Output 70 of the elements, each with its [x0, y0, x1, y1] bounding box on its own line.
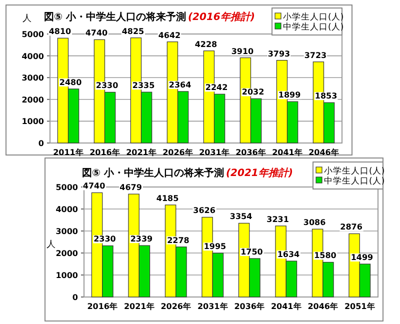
data-label: 2278: [167, 236, 190, 245]
data-label: 2335: [132, 81, 156, 90]
x-tick-label: 2021年: [124, 302, 154, 311]
data-label: 3910: [231, 46, 254, 56]
x-tick-label: 2046年: [308, 302, 338, 311]
legend-label: 中学生人口(人): [324, 176, 385, 186]
y-tick-label: 4000: [22, 52, 44, 61]
x-tick-label: 2046年: [308, 148, 339, 157]
data-label: 2032: [242, 88, 264, 97]
x-tick-label: 2031年: [197, 302, 228, 311]
y-axis-title: 人: [22, 13, 32, 24]
x-tick-label: 2026年: [160, 302, 192, 311]
data-label: 2480: [59, 78, 82, 87]
y-tick-label: 1000: [22, 117, 44, 126]
data-label: 4642: [158, 30, 181, 40]
data-label: 1580: [314, 251, 337, 260]
data-label: 1899: [278, 90, 302, 100]
data-label: 1499: [350, 253, 374, 262]
data-label: 2339: [130, 234, 154, 244]
data-label: 3231: [266, 214, 290, 224]
legend-label: 小学生人口(人): [324, 166, 385, 176]
data-label: 4740: [82, 182, 106, 191]
x-tick-label: 2036年: [234, 302, 265, 311]
data-label: 4740: [85, 28, 108, 38]
x-tick-label: 2036年: [236, 148, 266, 157]
y-tick-label: 2000: [56, 249, 78, 258]
x-tick-label: 2016年: [90, 148, 120, 157]
data-label: 3354: [230, 212, 253, 222]
y-tick-label: 3000: [22, 74, 44, 83]
x-tick-label: 2041年: [272, 148, 302, 157]
y-tick-label: 0: [38, 139, 44, 148]
data-label: 4185: [156, 194, 180, 203]
chart-title: 図⑤ 小・中学生人口の将来予測: [44, 11, 186, 23]
legend-label: 小学生人口(人): [283, 12, 344, 22]
data-label: 4228: [194, 40, 218, 49]
data-label: 1995: [204, 242, 227, 252]
x-tick-label: 2011年: [53, 148, 84, 157]
x-tick-label: 2031年: [199, 148, 230, 157]
data-label: 4679: [120, 183, 142, 192]
data-label: 1853: [314, 92, 338, 101]
chart-title: 図⑤ 小・中学生人口の将来予測: [82, 167, 224, 179]
data-label: 2242: [205, 83, 228, 92]
data-label: 2330: [96, 81, 119, 90]
legend-label: 中学生人口(人): [283, 22, 344, 32]
x-tick-label: 2051年: [344, 302, 375, 311]
data-label: 4825: [122, 26, 145, 36]
chart-subtitle: (2016年推計): [188, 11, 255, 23]
data-label: 3626: [193, 206, 216, 216]
x-tick-label: 2021年: [126, 148, 156, 157]
data-label: 2330: [94, 234, 116, 244]
x-tick-label: 2016年: [87, 302, 118, 311]
y-tick-label: 0: [72, 293, 78, 302]
chart-subtitle: (2021年推計): [226, 167, 293, 179]
y-tick-label: 4000: [56, 205, 78, 214]
data-label: 3793: [268, 49, 290, 58]
y-tick-label: 1000: [56, 271, 78, 280]
y-tick-label: 2000: [22, 95, 44, 104]
data-label: 4810: [48, 27, 72, 36]
x-tick-label: 2041年: [270, 302, 302, 311]
x-tick-label: 2026年: [162, 148, 193, 157]
y-tick-label: 5000: [22, 30, 44, 39]
data-label: 3723: [304, 50, 327, 60]
y-axis-title: 人: [46, 239, 56, 250]
data-label: 2364: [168, 80, 192, 90]
y-tick-label: 5000: [56, 183, 78, 192]
data-label: 3086: [303, 218, 326, 228]
data-label: 1634: [277, 250, 300, 260]
data-label: 2876: [340, 222, 363, 232]
y-tick-label: 3000: [56, 227, 78, 236]
data-label: 1750: [240, 248, 264, 256]
